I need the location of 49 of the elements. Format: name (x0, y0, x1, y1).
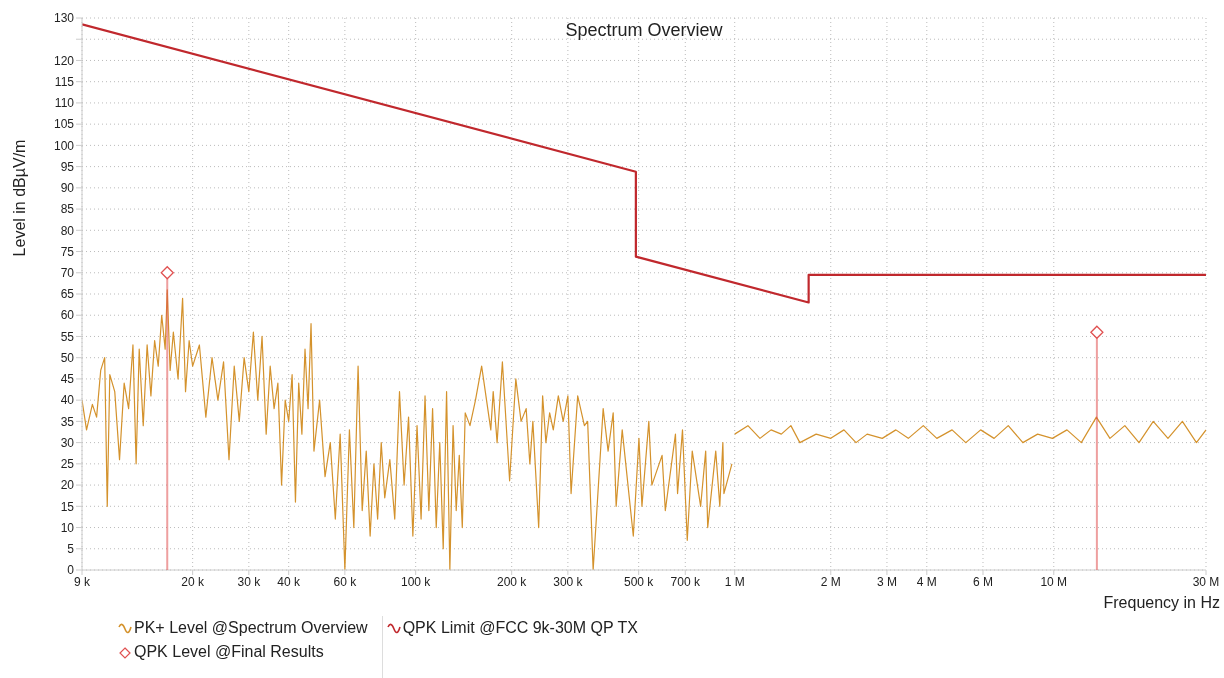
y-tick-label: 95 (60, 159, 75, 174)
y-tick-label: 90 (60, 181, 75, 196)
y-tick-label: 10 (60, 520, 75, 535)
y-tick-label: 130 (53, 11, 75, 26)
legend-label: QPK Limit @FCC 9k-30M QP TX (401, 618, 638, 638)
y-tick-label: 15 (60, 499, 75, 514)
legend-label: QPK Level @Final Results (133, 642, 325, 662)
x-tick-label: 500 k (623, 574, 655, 589)
y-tick-label: 5 (67, 542, 75, 557)
x-tick-label: 700 k (670, 574, 701, 589)
y-tick-label: 115 (54, 74, 75, 89)
x-tick-label: 30 k (237, 574, 262, 589)
x-tick-label: 1 M (724, 574, 745, 589)
x-tick-label: 3 M (876, 574, 897, 589)
x-tick-label: 40 k (277, 574, 302, 589)
y-tick-label: 30 (60, 435, 75, 450)
y-tick-label: 0 (67, 563, 75, 578)
y-axis-title: Level in dBµV/m (11, 139, 29, 257)
x-tick-label: 60 k (333, 574, 358, 589)
y-tick-label: 80 (60, 223, 75, 238)
y-tick-label: 105 (53, 117, 75, 132)
x-tick-label: 6 M (972, 574, 993, 589)
y-tick-label: 40 (60, 393, 75, 408)
y-tick-label: 55 (60, 329, 75, 344)
x-tick-label: 20 k (181, 574, 205, 589)
y-tick-label: 85 (60, 202, 75, 217)
y-tick-label: 35 (60, 414, 75, 429)
y-tick-label: 50 (60, 350, 75, 365)
x-tick-label: 2 M (820, 574, 841, 589)
y-tick-label: 110 (54, 96, 75, 111)
y-tick-label: 45 (60, 372, 75, 387)
x-tick-label: 4 M (916, 574, 937, 589)
x-tick-label: 100 k (400, 574, 432, 589)
y-tick-label: 65 (60, 287, 75, 302)
x-tick-label: 10 M (1040, 574, 1068, 589)
y-tick-label: 100 (53, 138, 75, 153)
x-tick-label: 30 M (1192, 574, 1220, 589)
x-tick-label: 200 k (497, 574, 528, 589)
y-tick-label: 75 (60, 244, 75, 259)
x-axis-title: Frequency in Hz (1103, 594, 1220, 612)
y-tick-label: 60 (60, 308, 75, 323)
chart-title: Spectrum Overview (564, 20, 724, 41)
x-tick-label: 9 k (73, 574, 91, 589)
y-tick-label: 120 (53, 53, 75, 68)
y-tick-label: 70 (60, 266, 75, 281)
x-tick-label: 300 k (553, 574, 584, 589)
y-tick-label: 20 (60, 478, 75, 493)
legend-label: PK+ Level @Spectrum Overview (133, 618, 368, 638)
y-tick-label: 25 (60, 457, 75, 472)
